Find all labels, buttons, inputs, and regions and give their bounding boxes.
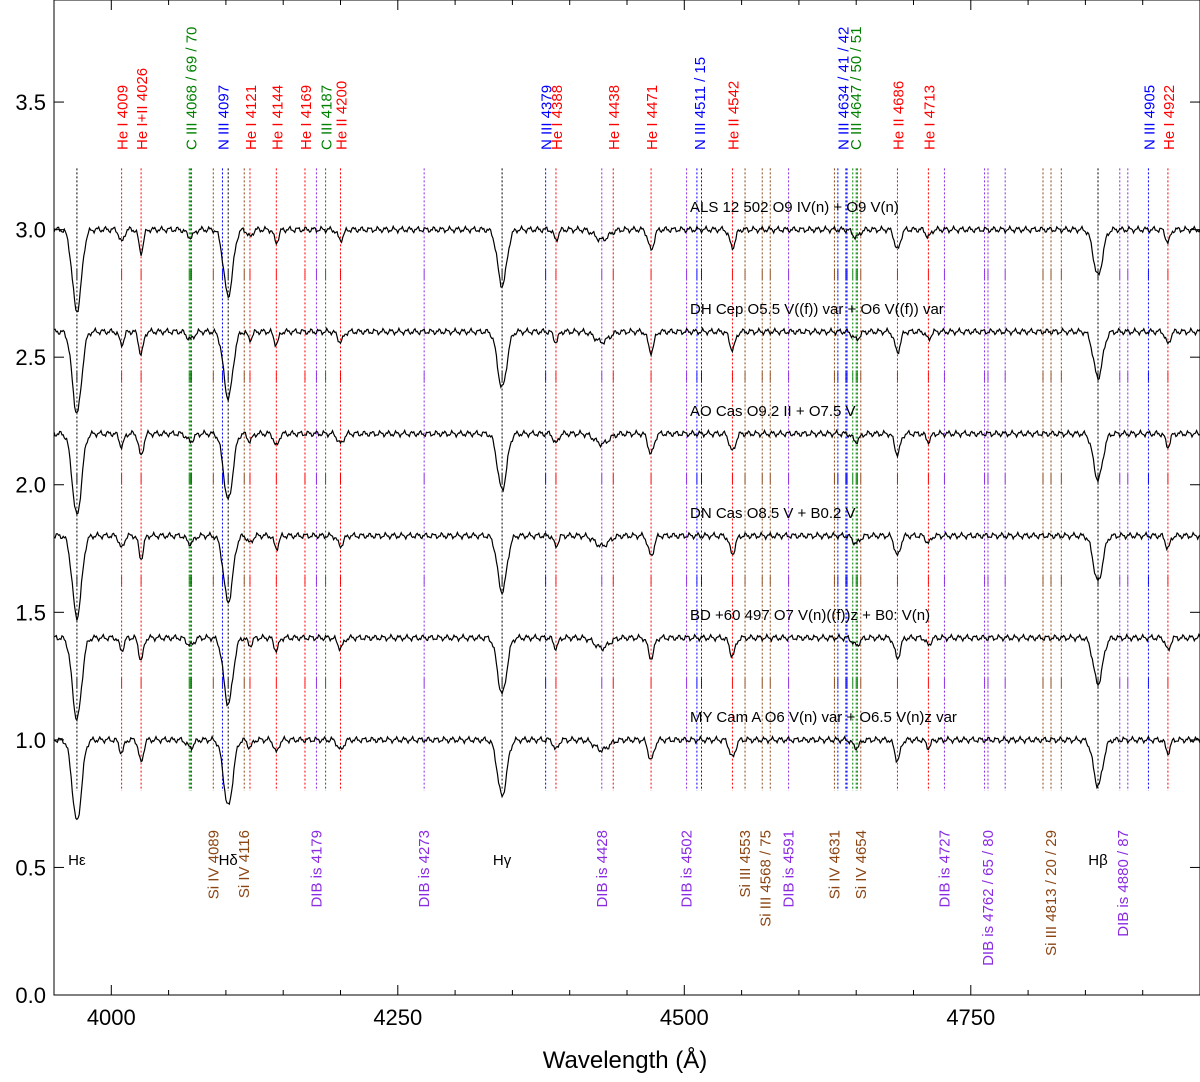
top-line-label: He I 4922 bbox=[1161, 85, 1178, 150]
bottom-line-label: Si IV 4116 bbox=[236, 830, 253, 898]
bottom-line-label: DIB is 4762 / 65 / 80 bbox=[980, 830, 997, 966]
top-line-label: He I+II 4026 bbox=[134, 68, 151, 150]
line-markers bbox=[76, 168, 1169, 791]
top-line-label: N III 4511 / 15 bbox=[692, 57, 709, 150]
top-line-label: He I 4009 bbox=[115, 85, 132, 150]
y-tick-label: 2.0 bbox=[15, 473, 46, 498]
series-label: DN Cas O8.5 V + B0.2 V bbox=[690, 505, 856, 522]
bottom-line-label: Hβ bbox=[1088, 852, 1108, 869]
y-tick-label: 0.5 bbox=[15, 855, 46, 880]
top-line-label: He II 4686 bbox=[890, 81, 907, 150]
spectra-series bbox=[53, 224, 1200, 821]
series-label: BD +60 497 O7 V(n)((f))z + B0: V(n) bbox=[690, 607, 930, 624]
series-labels: ALS 12 502 O9 IV(n) + O9 V(n) DH Cep O5.5… bbox=[690, 199, 957, 726]
x-tick-label: 4500 bbox=[660, 1005, 709, 1030]
bottom-line-label: Si III 4568 / 75 bbox=[758, 830, 775, 927]
top-line-label: N III 4097 bbox=[215, 85, 232, 150]
top-line-label: He I 4121 bbox=[243, 85, 260, 150]
y-tick-label: 0.0 bbox=[15, 983, 46, 1008]
y-tick-label: 3.5 bbox=[15, 90, 46, 115]
bottom-line-label: DIB is 4591 bbox=[781, 830, 798, 908]
spectrum-line bbox=[53, 224, 1200, 313]
spectrum-line bbox=[53, 734, 1200, 821]
top-line-label: He I 4438 bbox=[606, 85, 623, 150]
spectrum-line bbox=[53, 326, 1200, 414]
spectrum-line bbox=[53, 428, 1200, 516]
top-line-labels: He I 4009 He I+II 4026 C III 4068 / 69 / 7… bbox=[115, 27, 1178, 150]
top-line-label: He I 4388 bbox=[549, 85, 566, 150]
series-label: DH Cep O5.5 V((f)) var + O6 V((f)) var bbox=[690, 301, 944, 318]
series-label: MY Cam A O6 V(n) var + O6.5 V(n)z var bbox=[690, 709, 957, 726]
spectrum-line bbox=[53, 632, 1200, 722]
top-line-label: He I 4471 bbox=[644, 85, 661, 150]
bottom-line-label: Hγ bbox=[493, 852, 512, 869]
y-tick-label: 3.0 bbox=[15, 218, 46, 243]
x-tick-label: 4750 bbox=[946, 1005, 995, 1030]
bottom-line-label: Si IV 4631 bbox=[826, 830, 843, 899]
bottom-line-label: Si III 4813 / 20 / 29 bbox=[1043, 830, 1060, 956]
top-line-label: He I 4144 bbox=[269, 85, 286, 150]
bottom-line-label: Si IV 4089 bbox=[205, 830, 222, 899]
y-tick-label: 1.0 bbox=[15, 728, 46, 753]
x-axis-label: Wavelength (Å) bbox=[543, 1046, 708, 1074]
axes: 0.0 0.5 1.0 1.5 2.0 2.5 3.0 3.5 4000 4250 4500 4750 bbox=[15, 0, 1200, 1030]
bottom-line-label: DIB is 4502 bbox=[679, 830, 696, 908]
bottom-line-label: Si III 4553 bbox=[737, 830, 754, 898]
top-line-label: He II 4542 bbox=[725, 81, 742, 150]
series-label: ALS 12 502 O9 IV(n) + O9 V(n) bbox=[690, 199, 899, 216]
bottom-line-label: DIB is 4179 bbox=[308, 830, 325, 908]
bottom-line-label: DIB is 4727 bbox=[936, 830, 953, 908]
top-line-label: N III 4379 bbox=[539, 85, 556, 150]
top-line-label: He I 4169 bbox=[298, 85, 315, 150]
bottom-line-label: Si IV 4654 bbox=[853, 830, 870, 899]
x-tick-label: 4000 bbox=[87, 1005, 136, 1030]
top-line-label: C III 4187 bbox=[319, 85, 336, 150]
y-tick-label: 2.5 bbox=[15, 345, 46, 370]
bottom-line-label: DIB is 4880 / 87 bbox=[1115, 830, 1132, 937]
top-line-label: N III 4905 bbox=[1141, 85, 1158, 150]
top-line-label: C III 4647 / 50 / 51 bbox=[848, 27, 865, 150]
y-tick-label: 1.5 bbox=[15, 600, 46, 625]
bottom-line-label: Hε bbox=[68, 852, 86, 869]
series-label: AO Cas O9.2 II + O7.5 V bbox=[690, 403, 856, 420]
x-tick-label: 4250 bbox=[373, 1005, 422, 1030]
top-line-label: He II 4200 bbox=[334, 81, 351, 150]
bottom-line-label: DIB is 4273 bbox=[416, 830, 433, 908]
spectrum-line bbox=[53, 530, 1200, 621]
top-line-label: N III 4634 / 41 / 42 bbox=[835, 27, 852, 150]
bottom-line-label: DIB is 4428 bbox=[594, 830, 611, 908]
top-line-label: He I 4713 bbox=[921, 85, 938, 150]
bottom-line-label: Hδ bbox=[219, 852, 238, 869]
top-line-label: C III 4068 / 69 / 70 bbox=[183, 27, 200, 150]
